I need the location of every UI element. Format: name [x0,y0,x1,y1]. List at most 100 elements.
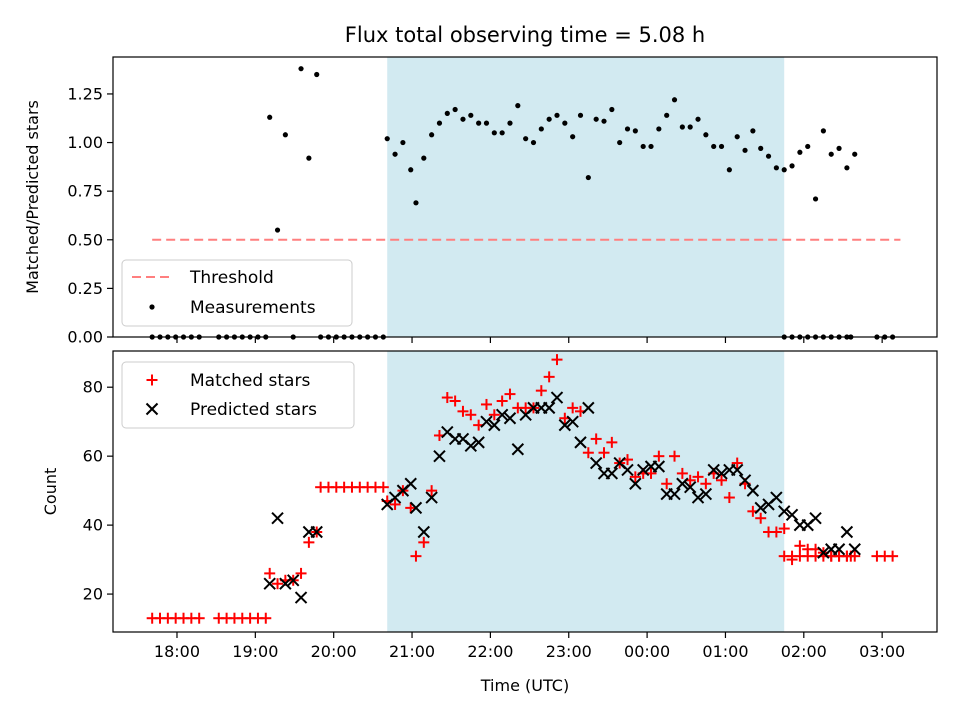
predicted-star-point [652,460,666,473]
matched-star-point [465,409,477,421]
measurement-point [695,116,701,122]
measurement-point [476,120,482,126]
measurement-point [267,114,273,120]
x-tick-label: 02:00 [781,642,827,661]
matched-star-point [653,450,665,462]
matched-star-point [700,478,712,490]
matched-star-point [441,392,453,404]
measurement-point [562,120,568,126]
measurement-point [718,143,725,150]
measurement-point [617,139,623,146]
shaded-region [387,351,785,632]
predicted-star-point [770,491,783,504]
measurement-point [624,126,631,132]
measurement-point [789,163,795,169]
predicted-star-point [605,467,619,480]
measurement-point [671,97,678,103]
matched-star-point [794,540,806,552]
measurement-point [781,167,787,173]
y-tick-label: 20 [83,585,103,604]
predicted-star-point [754,501,767,515]
matched-star-point [606,436,618,448]
matched-star-point [410,550,422,562]
measurement-point [836,145,842,151]
measurement-point [468,112,474,118]
matched-star-point [260,612,272,624]
measurement-point [499,130,505,136]
predicted-star-point [730,463,744,477]
predicted-star-point [488,418,501,432]
measurement-point [679,124,685,130]
y-tick-label: 1.00 [67,133,103,152]
predicted-star-point [676,477,689,490]
predicted-star-point [271,512,284,525]
predicted-star-point [409,501,423,515]
measurement-point [648,143,654,150]
y-tick-label: 0.75 [67,182,103,201]
x-tick-label: 03:00 [859,642,905,661]
measurement-point [421,155,427,161]
x-tick-label: 19:00 [232,642,278,661]
matched-star-point [723,492,735,504]
matched-star-point [755,512,767,524]
predicted-star-point [574,436,587,449]
matched-star-point [504,388,516,400]
measurement-point [507,120,513,126]
measurement-point [530,139,537,146]
matched-star-point [598,447,610,459]
measurement-point [805,143,811,150]
measurement-point [314,71,320,78]
matched-star-point [731,457,743,469]
measurement-point [664,112,670,118]
predicted-star-point [417,525,431,539]
measurement-point [400,139,406,146]
predicted-star-point [566,415,579,428]
predicted-star-point [511,443,525,456]
matched-star-point [193,612,205,624]
measurement-point [609,106,615,113]
predicted-star-point [550,391,564,404]
predicted-star-point [558,418,572,432]
predicted-star-point [294,591,308,604]
top-panel: 0.00 0.25 0.50 0.75 1.00 1.25 Matched/Predict… [23,56,938,347]
measurement-point [274,227,281,233]
measurement-point [298,66,304,72]
bottom-y-axis-label: Count [41,468,60,516]
measurement-point [452,106,458,113]
bottom-legend: Matched stars Predicted stars [121,361,355,429]
measurement-point [726,167,732,173]
legend-measurements-swatch [149,304,155,310]
y-tick-label: 60 [83,447,103,466]
measurement-point [734,134,740,140]
bottom-x-ticks: 18:00 19:00 20:00 21:00 22:00 23:00 00:00 01:00… [154,632,905,661]
predicted-star-point [715,467,728,480]
matched-star-point [377,481,389,493]
predicted-star-point [404,477,417,490]
matched-star-point [389,498,401,510]
predicted-star-point [691,491,705,504]
measurement-point [282,132,288,138]
predicted-star-point [832,543,846,556]
measurement-point [444,110,450,116]
measurement-point [538,126,544,132]
measurement-point [820,128,826,134]
measurement-points [149,66,896,340]
predicted-star-point [287,574,300,587]
matched-star-point [418,536,430,548]
predicted-star-point [433,449,446,463]
legend-predicted-swatch [145,402,159,416]
matched-star-point [295,567,307,579]
measurement-point [758,145,764,151]
legend-matched-label: Matched stars [190,371,310,391]
predicted-star-point [480,415,493,428]
y-tick-label: 40 [83,516,103,535]
matched-star-point [582,447,594,459]
measurement-point [601,118,607,124]
matched-star-point [716,474,728,486]
measurement-point [384,136,390,142]
measurement-point [640,143,646,150]
matched-star-point [426,485,438,497]
matched-star-point [676,467,688,479]
matched-star-point [264,567,276,579]
